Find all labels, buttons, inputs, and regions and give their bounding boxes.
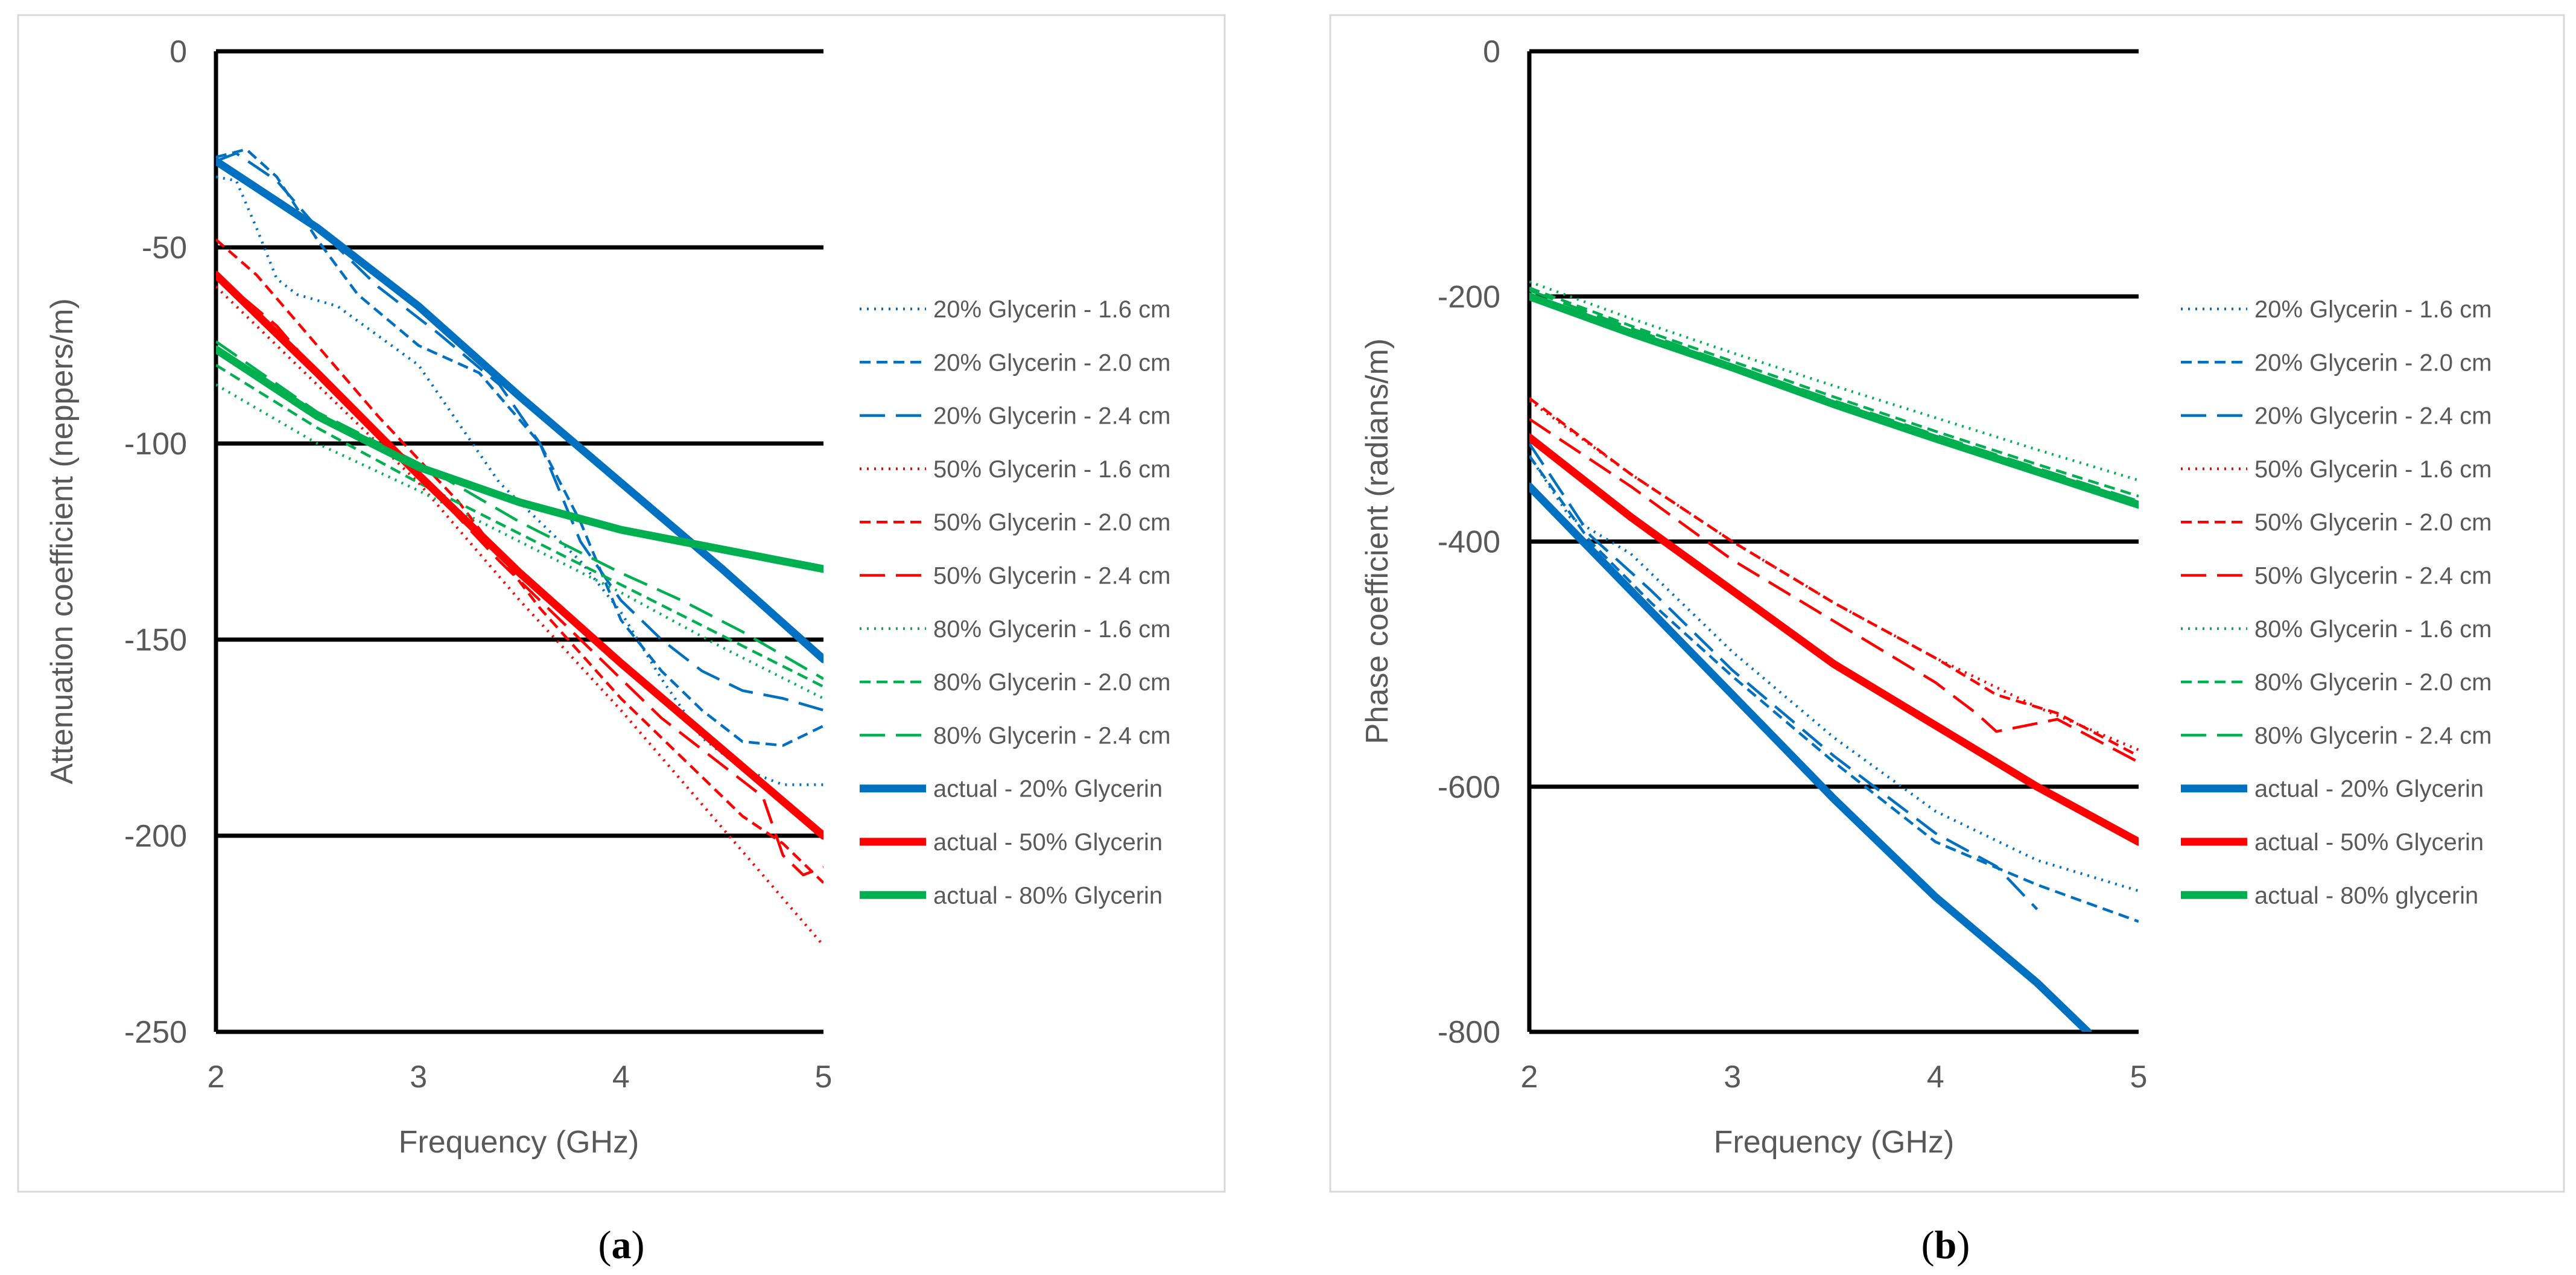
chart-a-x-axis-title: Frequency (GHz) xyxy=(399,1125,639,1160)
chart-b-panel-label: (b) xyxy=(1921,1223,1970,1267)
chart-b-series-20-glycerin-2-0-cm xyxy=(1529,454,2139,923)
chart-a-y-tick-label: -200 xyxy=(124,819,187,854)
chart-a-series-80-glycerin-2-4-cm xyxy=(216,340,823,680)
chart-a-legend-label-actual-50-glycerin: actual - 50% Glycerin xyxy=(933,829,1163,856)
chart-a-series-80-glycerin-1-6-cm xyxy=(216,383,823,700)
chart-b-x-tick-label: 5 xyxy=(2130,1060,2148,1095)
chart-a-x-tick-label: 5 xyxy=(815,1060,833,1095)
chart-a-series-20-glycerin-2-0-cm xyxy=(216,148,823,747)
chart-a-series-actual-80-glycerin xyxy=(216,345,823,573)
chart-panel-a: 0 -50 -100 -150 -200 -250 2 3 4 5 Frequency (GHz) A… xyxy=(17,14,1226,1267)
chart-a-y-tick-label: -150 xyxy=(124,623,187,658)
chart-b-series-20-glycerin-2-4-cm xyxy=(1529,442,2038,911)
chart-b-legend-label-20-glycerin-2-4-cm: 20% Glycerin - 2.4 cm xyxy=(2254,403,2492,430)
chart-a-legend-label-20-glycerin-2-4-cm: 20% Glycerin - 2.4 cm xyxy=(933,403,1170,430)
chart-b-x-axis-title: Frequency (GHz) xyxy=(1714,1125,1955,1160)
chart-b-y-tick-label: -200 xyxy=(1438,279,1500,314)
chart-b-legend-label-80-glycerin-1-6-cm: 80% Glycerin - 1.6 cm xyxy=(2254,616,2492,643)
chart-b-series-50-glycerin-2-4-cm xyxy=(1529,418,2139,764)
chart-a-series-20-glycerin-2-4-cm xyxy=(216,151,823,712)
chart-b-x-tick-label: 2 xyxy=(1521,1060,1538,1095)
chart-b-y-tick-label: -800 xyxy=(1438,1015,1500,1050)
chart-panel-b: 0 -200 -400 -600 -800 2 3 4 5 Frequency (GHz) Phas… xyxy=(1329,14,2565,1267)
chart-a-y-tick-label: -100 xyxy=(124,427,187,462)
chart-a-series-actual-50-glycerin xyxy=(216,271,823,840)
chart-b-series-20-glycerin-1-6-cm xyxy=(1529,455,2139,892)
chart-b-y-tick-label: 0 xyxy=(1483,34,1500,69)
chart-b-series-80-glycerin-1-6-cm xyxy=(1529,280,2139,482)
chart-a-series-50-glycerin-1-6-cm xyxy=(216,285,823,947)
chart-a-legend-label-20-glycerin-1-6-cm: 20% Glycerin - 1.6 cm xyxy=(933,296,1170,323)
chart-a-legend-label-80-glycerin-2-0-cm: 80% Glycerin - 2.0 cm xyxy=(933,669,1170,696)
chart-a-legend-label-80-glycerin-1-6-cm: 80% Glycerin - 1.6 cm xyxy=(933,616,1170,643)
chart-b-x-tick-label: 4 xyxy=(1927,1060,1944,1095)
chart-a-y-tick-label: -50 xyxy=(142,231,187,265)
chart-a-legend-label-50-glycerin-2-0-cm: 50% Glycerin - 2.0 cm xyxy=(933,509,1170,536)
chart-b-legend-label-50-glycerin-1-6-cm: 50% Glycerin - 1.6 cm xyxy=(2254,456,2492,483)
chart-a-legend-label-50-glycerin-1-6-cm: 50% Glycerin - 1.6 cm xyxy=(933,456,1170,483)
chart-b-frame xyxy=(1329,14,2565,1193)
chart-a-series-20-glycerin-1-6-cm xyxy=(216,175,823,786)
chart-b-legend-label-80-glycerin-2-4-cm: 80% Glycerin - 2.4 cm xyxy=(2254,722,2492,749)
chart-b-series-actual-80-glycerin xyxy=(1529,292,2139,509)
chart-b-legend-label-actual-80-glycerin: actual - 80% glycerin xyxy=(2254,882,2478,909)
chart-a-legend-label-80-glycerin-2-4-cm: 80% Glycerin - 2.4 cm xyxy=(933,722,1170,749)
chart-b-legend-label-actual-20-glycerin: actual - 20% Glycerin xyxy=(2254,776,2484,803)
chart-a-y-tick-label: -250 xyxy=(124,1015,187,1050)
chart-a-legend-label-20-glycerin-2-0-cm: 20% Glycerin - 2.0 cm xyxy=(933,349,1170,376)
chart-a-frame xyxy=(17,14,1226,1193)
chart-a-series-actual-20-glycerin xyxy=(216,157,823,663)
chart-a-series-80-glycerin-2-0-cm xyxy=(216,364,823,688)
chart-a-x-tick-label: 3 xyxy=(410,1060,427,1095)
chart-b-legend-label-50-glycerin-2-4-cm: 50% Glycerin - 2.4 cm xyxy=(2254,563,2492,590)
chart-b-x-tick-label: 3 xyxy=(1724,1060,1741,1095)
chart-a-legend-label-50-glycerin-2-4-cm: 50% Glycerin - 2.4 cm xyxy=(933,563,1170,590)
chart-b-series-actual-50-glycerin xyxy=(1529,433,2139,846)
chart-a-panel-label: (a) xyxy=(598,1223,645,1267)
chart-a-y-tick-label: 0 xyxy=(170,34,187,69)
chart-b-legend-label-actual-50-glycerin: actual - 50% Glycerin xyxy=(2254,829,2484,856)
chart-b-series-actual-20-glycerin xyxy=(1529,482,2092,1032)
chart-a-x-tick-label: 2 xyxy=(208,1060,225,1095)
chart-b-y-tick-label: -600 xyxy=(1438,770,1500,805)
chart-a-legend-label-actual-20-glycerin: actual - 20% Glycerin xyxy=(933,776,1163,803)
chart-b-legend-label-50-glycerin-2-0-cm: 50% Glycerin - 2.0 cm xyxy=(2254,509,2492,536)
chart-a-x-tick-label: 4 xyxy=(612,1060,630,1095)
chart-b-legend-label-80-glycerin-2-0-cm: 80% Glycerin - 2.0 cm xyxy=(2254,669,2492,696)
chart-b-y-tick-label: -400 xyxy=(1438,525,1500,560)
chart-b-legend-label-20-glycerin-2-0-cm: 20% Glycerin - 2.0 cm xyxy=(2254,349,2492,376)
chart-b-series-80-glycerin-2-0-cm xyxy=(1529,286,2139,498)
chart-b-y-axis-title: Phase coefficient (radians/m) xyxy=(1360,339,1395,744)
chart-b-legend-label-20-glycerin-1-6-cm: 20% Glycerin - 1.6 cm xyxy=(2254,296,2492,323)
chart-a-series-50-glycerin-2-0-cm xyxy=(216,238,823,884)
chart-b-series-50-glycerin-2-0-cm xyxy=(1529,396,2139,757)
chart-a-y-axis-title: Attenuation coefficient (neppers/m) xyxy=(45,298,80,784)
chart-a-legend-label-actual-80-glycerin: actual - 80% Glycerin xyxy=(933,882,1163,909)
